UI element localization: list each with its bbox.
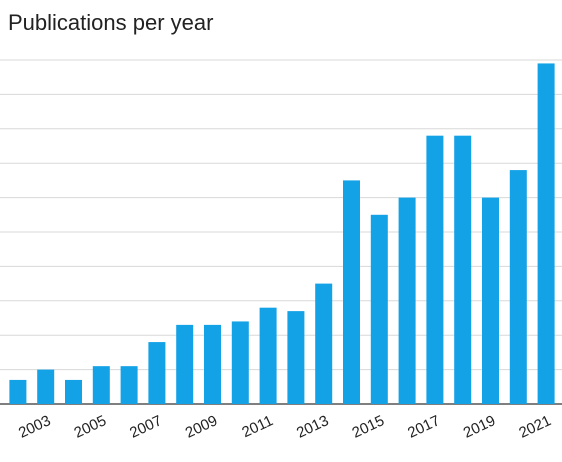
- bar: [287, 311, 305, 404]
- bar: [343, 180, 360, 404]
- bar: [176, 324, 194, 404]
- x-tick-label: 2011: [239, 412, 275, 441]
- bar: [204, 324, 221, 404]
- bar: [509, 170, 527, 404]
- bar: [315, 283, 333, 404]
- x-tick-label: 2017: [405, 412, 442, 442]
- bar: [482, 197, 499, 404]
- bar: [120, 366, 138, 404]
- bar: [454, 135, 472, 404]
- bar: [148, 342, 166, 404]
- bar: [426, 135, 444, 404]
- bar: [65, 379, 82, 404]
- x-tick-label: 2007: [127, 412, 164, 442]
- bar: [537, 63, 555, 404]
- x-tick-label: 2013: [294, 412, 331, 442]
- bar: [231, 321, 249, 404]
- bar: [398, 197, 416, 404]
- x-tick-label: 2015: [350, 412, 387, 442]
- chart-title: Publications per year: [8, 10, 213, 35]
- bar: [9, 379, 27, 404]
- x-tick-label: 2009: [183, 412, 220, 442]
- bar: [370, 214, 388, 404]
- x-tick-label: 2019: [461, 412, 498, 442]
- bar: [92, 366, 110, 404]
- bar: [259, 307, 277, 404]
- x-tick-label: 2005: [72, 412, 109, 442]
- bar: [37, 369, 55, 404]
- x-tick-label: 2003: [16, 412, 53, 442]
- x-tick-label: 2021: [516, 412, 553, 442]
